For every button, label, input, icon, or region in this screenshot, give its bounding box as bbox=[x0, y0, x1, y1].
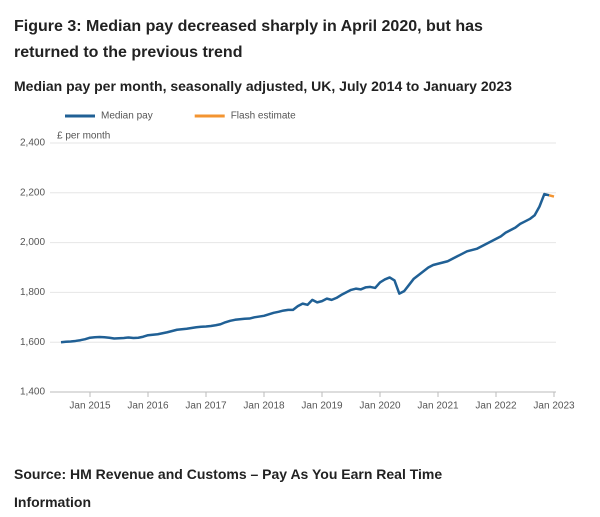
y-tick-label: 1,400 bbox=[20, 387, 45, 398]
legend-label: Median pay bbox=[101, 111, 153, 122]
y-tick-label: 2,000 bbox=[20, 237, 45, 248]
legend-label: Flash estimate bbox=[231, 111, 296, 122]
x-tick-label: Jan 2016 bbox=[127, 401, 169, 412]
x-tick-label: Jan 2023 bbox=[533, 401, 575, 412]
chart-subtitle: Median pay per month, seasonally adjuste… bbox=[14, 78, 512, 94]
y-tick-label: 1,600 bbox=[20, 337, 45, 348]
data-line bbox=[548, 194, 555, 198]
chart-title: Figure 3: Median pay decreased sharply i… bbox=[14, 18, 483, 61]
x-tick-label: Jan 2018 bbox=[243, 401, 285, 412]
y-tick-label: 2,400 bbox=[20, 138, 45, 149]
y-tick-label: 2,200 bbox=[20, 187, 45, 198]
x-tick-label: Jan 2021 bbox=[417, 401, 459, 412]
x-tick-label: Jan 2017 bbox=[185, 401, 227, 412]
x-tick-label: Jan 2022 bbox=[475, 401, 517, 412]
x-tick-label: Jan 2019 bbox=[301, 401, 343, 412]
x-tick-label: Jan 2015 bbox=[69, 401, 111, 412]
y-axis-label: £ per month bbox=[57, 131, 110, 142]
y-tick-label: 1,800 bbox=[20, 287, 45, 298]
x-tick-label: Jan 2020 bbox=[359, 401, 401, 412]
source: Source: HM Revenue and Customs – Pay As … bbox=[14, 466, 443, 510]
data-line bbox=[60, 192, 550, 344]
